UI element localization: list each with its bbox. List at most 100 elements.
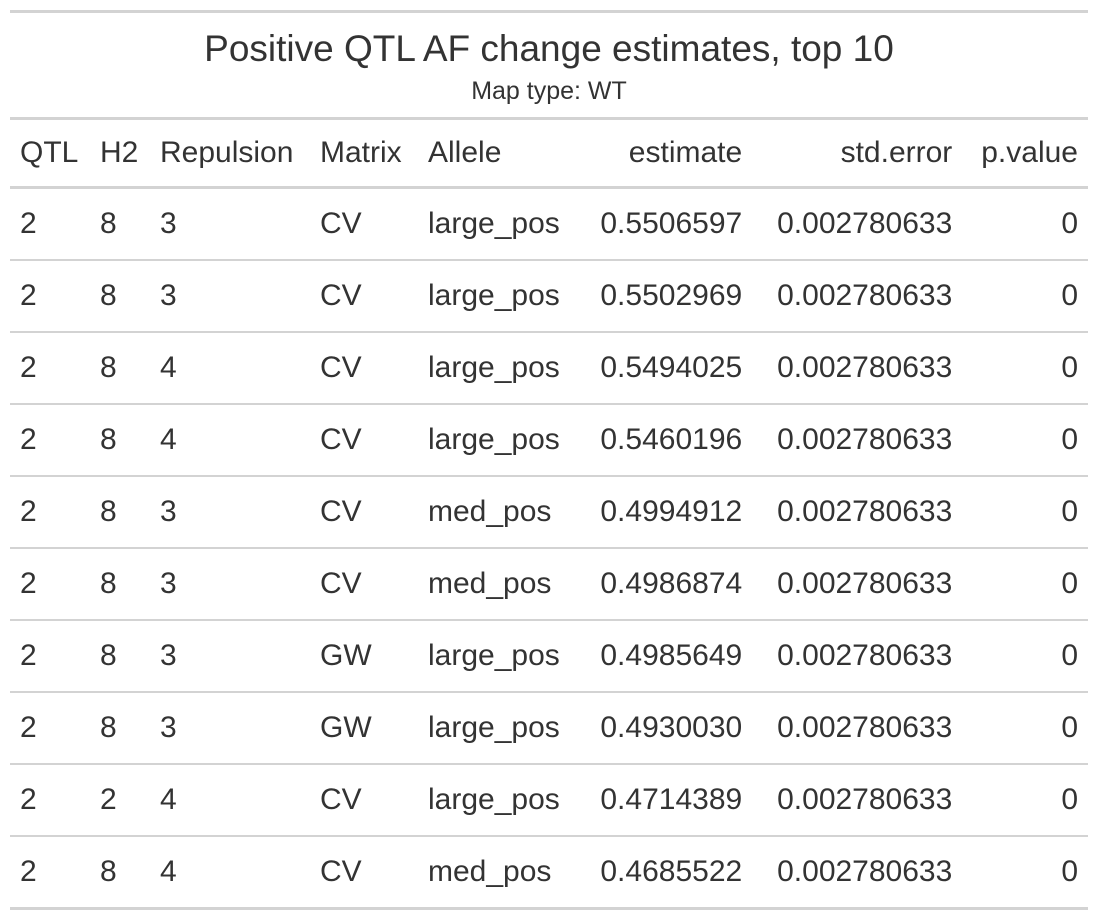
cell-matrix: GW <box>310 620 418 693</box>
cell-repulsion: 4 <box>150 332 310 405</box>
column-header-row: QTL H2 Repulsion Matrix Allele estimate … <box>10 120 1088 189</box>
column-header-allele: Allele <box>418 120 578 189</box>
table-row: 2 8 3 GW large_pos 0.4930030 0.002780633… <box>10 692 1088 765</box>
cell-qtl: 2 <box>10 692 90 765</box>
table-row: 2 8 4 CV large_pos 0.5494025 0.002780633… <box>10 332 1088 405</box>
cell-h2: 2 <box>90 764 150 837</box>
cell-p-value: 0 <box>962 332 1088 405</box>
cell-estimate: 0.4930030 <box>578 692 753 765</box>
cell-h2: 8 <box>90 836 150 910</box>
cell-qtl: 2 <box>10 260 90 333</box>
cell-allele: large_pos <box>418 187 578 261</box>
column-header-matrix: Matrix <box>310 120 418 189</box>
cell-h2: 8 <box>90 620 150 693</box>
cell-qtl: 2 <box>10 548 90 621</box>
table-row: 2 8 4 CV med_pos 0.4685522 0.002780633 0 <box>10 836 1088 910</box>
cell-p-value: 0 <box>962 404 1088 477</box>
cell-std-error: 0.002780633 <box>752 764 963 837</box>
table-row: 2 8 3 GW large_pos 0.4985649 0.002780633… <box>10 620 1088 693</box>
cell-matrix: CV <box>310 836 418 910</box>
cell-qtl: 2 <box>10 332 90 405</box>
cell-allele: large_pos <box>418 260 578 333</box>
cell-h2: 8 <box>90 548 150 621</box>
results-table: QTL H2 Repulsion Matrix Allele estimate … <box>10 120 1088 910</box>
cell-p-value: 0 <box>962 260 1088 333</box>
cell-repulsion: 3 <box>150 692 310 765</box>
cell-allele: med_pos <box>418 476 578 549</box>
table-row: 2 8 3 CV med_pos 0.4994912 0.002780633 0 <box>10 476 1088 549</box>
cell-qtl: 2 <box>10 187 90 261</box>
cell-qtl: 2 <box>10 620 90 693</box>
cell-repulsion: 3 <box>150 548 310 621</box>
column-header-p-value: p.value <box>962 120 1088 189</box>
cell-p-value: 0 <box>962 187 1088 261</box>
cell-std-error: 0.002780633 <box>752 332 963 405</box>
cell-estimate: 0.4685522 <box>578 836 753 910</box>
column-header-qtl: QTL <box>10 120 90 189</box>
cell-matrix: CV <box>310 332 418 405</box>
cell-qtl: 2 <box>10 404 90 477</box>
cell-matrix: CV <box>310 548 418 621</box>
cell-matrix: CV <box>310 764 418 837</box>
cell-p-value: 0 <box>962 476 1088 549</box>
cell-allele: med_pos <box>418 836 578 910</box>
column-header-std-error: std.error <box>752 120 963 189</box>
cell-repulsion: 4 <box>150 764 310 837</box>
cell-std-error: 0.002780633 <box>752 692 963 765</box>
cell-estimate: 0.4714389 <box>578 764 753 837</box>
results-table-container: Positive QTL AF change estimates, top 10… <box>10 10 1088 910</box>
cell-allele: large_pos <box>418 332 578 405</box>
cell-p-value: 0 <box>962 836 1088 910</box>
cell-allele: large_pos <box>418 692 578 765</box>
table-row: 2 8 3 CV large_pos 0.5502969 0.002780633… <box>10 260 1088 333</box>
cell-p-value: 0 <box>962 620 1088 693</box>
column-header-repulsion: Repulsion <box>150 120 310 189</box>
cell-qtl: 2 <box>10 764 90 837</box>
cell-repulsion: 4 <box>150 404 310 477</box>
cell-matrix: CV <box>310 476 418 549</box>
cell-std-error: 0.002780633 <box>752 260 963 333</box>
cell-estimate: 0.5502969 <box>578 260 753 333</box>
column-header-estimate: estimate <box>578 120 753 189</box>
cell-std-error: 0.002780633 <box>752 404 963 477</box>
cell-qtl: 2 <box>10 836 90 910</box>
cell-h2: 8 <box>90 187 150 261</box>
cell-std-error: 0.002780633 <box>752 548 963 621</box>
cell-std-error: 0.002780633 <box>752 620 963 693</box>
cell-p-value: 0 <box>962 764 1088 837</box>
header-rule <box>10 117 1088 120</box>
cell-h2: 8 <box>90 404 150 477</box>
table-subtitle: Map type: WT <box>471 77 627 105</box>
cell-matrix: CV <box>310 187 418 261</box>
cell-h2: 8 <box>90 476 150 549</box>
cell-repulsion: 3 <box>150 260 310 333</box>
cell-repulsion: 3 <box>150 476 310 549</box>
table-row: 2 8 3 CV large_pos 0.5506597 0.002780633… <box>10 187 1088 261</box>
cell-p-value: 0 <box>962 692 1088 765</box>
top-rule <box>10 10 1088 13</box>
cell-allele: large_pos <box>418 620 578 693</box>
cell-std-error: 0.002780633 <box>752 476 963 549</box>
cell-std-error: 0.002780633 <box>752 187 963 261</box>
cell-estimate: 0.4994912 <box>578 476 753 549</box>
cell-matrix: CV <box>310 404 418 477</box>
cell-std-error: 0.002780633 <box>752 836 963 910</box>
cell-allele: large_pos <box>418 404 578 477</box>
cell-allele: med_pos <box>418 548 578 621</box>
cell-h2: 8 <box>90 332 150 405</box>
table-row: 2 8 4 CV large_pos 0.5460196 0.002780633… <box>10 404 1088 477</box>
cell-allele: large_pos <box>418 764 578 837</box>
cell-repulsion: 3 <box>150 187 310 261</box>
cell-estimate: 0.5506597 <box>578 187 753 261</box>
cell-p-value: 0 <box>962 548 1088 621</box>
table-header: Positive QTL AF change estimates, top 10… <box>10 13 1088 117</box>
cell-estimate: 0.4985649 <box>578 620 753 693</box>
cell-repulsion: 4 <box>150 836 310 910</box>
table-title: Positive QTL AF change estimates, top 10 <box>204 28 894 69</box>
column-header-h2: H2 <box>90 120 150 189</box>
table-row: 2 8 3 CV med_pos 0.4986874 0.002780633 0 <box>10 548 1088 621</box>
cell-estimate: 0.5460196 <box>578 404 753 477</box>
table-row: 2 2 4 CV large_pos 0.4714389 0.002780633… <box>10 764 1088 837</box>
cell-qtl: 2 <box>10 476 90 549</box>
cell-matrix: GW <box>310 692 418 765</box>
